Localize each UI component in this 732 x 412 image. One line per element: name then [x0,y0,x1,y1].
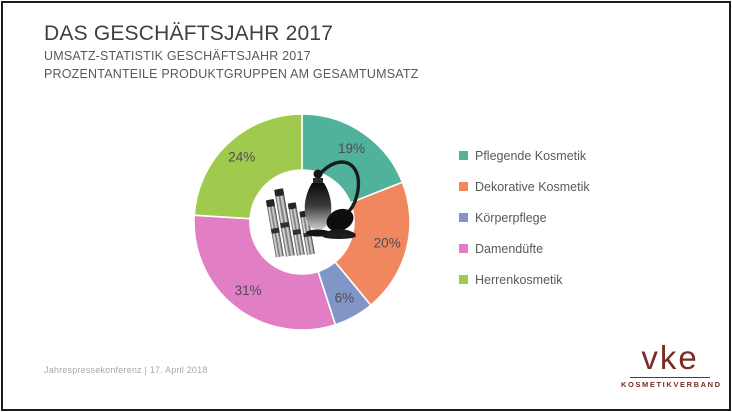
legend-item-3: Körperpflege [459,202,590,233]
donut-slice-labels: 19% 20% 6% 31% 24% [228,141,400,306]
legend-label: Damendüfte [475,241,544,256]
page-title: DAS GESCHÄFTSJAHR 2017 [44,22,334,45]
vke-logo-rule [630,377,710,378]
slice-label-5: 24% [228,149,255,164]
legend-label: Herrenkosmetik [475,272,563,287]
vke-logo-wordmark: vke [641,339,699,376]
legend-label: Dekorative Kosmetik [475,179,590,194]
donut-slices [193,113,411,331]
slice-label-1: 19% [338,141,365,156]
chart-legend: Pflegende Kosmetik Dekorative Kosmetik Kör… [459,140,590,295]
legend-item-1: Pflegende Kosmetik [459,140,590,171]
legend-swatch-icon [459,213,468,222]
legend-item-5: Herrenkosmetik [459,264,590,295]
perfume-atomizer-icon [304,160,361,239]
legend-item-4: Damendüfte [459,233,590,264]
legend-swatch-icon [459,275,468,284]
slice-label-3: 6% [335,291,355,306]
footer-note: Jahrespressekonferenz | 17. April 2018 [44,365,208,375]
perfume-cosmetics-clipart [265,160,361,258]
slice-label-4: 31% [235,283,262,298]
legend-swatch-icon [459,244,468,253]
legend-swatch-icon [459,182,468,191]
vke-logo: vke KOSMETIKVERBAND [621,339,722,390]
slice-label-2: 20% [374,235,401,250]
legend-swatch-icon [459,151,468,160]
legend-label: Körperpflege [475,210,547,225]
legend-item-2: Dekorative Kosmetik [459,171,590,202]
vke-logo-subtext: KOSMETIKVERBAND [621,380,722,389]
subtitle-line1: UMSATZ-STATISTIK GESCHÄFTSJAHR 2017 [44,49,311,63]
legend-label: Pflegende Kosmetik [475,148,587,163]
subtitle-line2: PROZENTANTEILE PRODUKTGRUPPEN AM GESAMTU… [44,67,419,81]
